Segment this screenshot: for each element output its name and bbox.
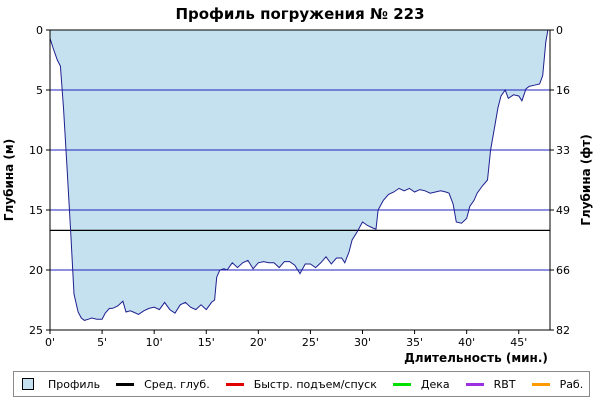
x-tick-label: 40'	[458, 336, 475, 349]
profile-area	[50, 30, 548, 321]
x-axis-title: Длительность (мин.)	[404, 351, 548, 365]
legend-swatch	[225, 382, 244, 386]
plot-area: 0' 5' 10' 15' 20' 25' 30' 35' 40' 45' 0 5 10 15 20 25 0 1…	[29, 24, 570, 349]
legend-swatch	[22, 378, 34, 390]
x-tick-label: 45'	[510, 336, 527, 349]
legend-swatch	[116, 382, 135, 386]
x-tick-label: 20'	[250, 336, 267, 349]
x-tick-label: 35'	[406, 336, 423, 349]
legend-swatch	[531, 382, 550, 386]
y-axis-right-title: Глубина (фт)	[579, 134, 593, 225]
y-left-tick-label: 25	[29, 324, 43, 337]
y-right-tick-label: 33	[556, 144, 570, 157]
y-right-tick-label: 82	[556, 324, 570, 337]
dive-profile-chart: Профиль погружения № 223 0' 5' 10' 15' 20' 25…	[2, 5, 593, 365]
y-axis-left-title: Глубина (м)	[2, 139, 16, 221]
legend-swatch	[465, 382, 484, 386]
x-tick-label: 5'	[97, 336, 107, 349]
x-tick-label: 0'	[45, 336, 55, 349]
chart-title: Профиль погружения № 223	[175, 5, 424, 23]
legend-label: Профиль	[48, 377, 101, 391]
chart-legend: Профиль Сред. глуб. Быстр. подъем/спуск Дек…	[13, 371, 590, 397]
x-tick-label: 15'	[198, 336, 215, 349]
legend-label: Раб.	[559, 377, 584, 391]
legend-item: RBT	[465, 377, 516, 391]
y-left-tick-label: 5	[36, 84, 43, 97]
legend-item: Раб.	[531, 377, 584, 391]
y-left-tick-label: 15	[29, 204, 43, 217]
y-right-tick-label: 66	[556, 264, 570, 277]
y-left-tick-label: 0	[36, 24, 43, 37]
legend-label: Сред. глуб.	[144, 377, 210, 391]
y-right-tick-label: 16	[556, 84, 570, 97]
plot-frame	[49, 29, 551, 331]
profile-line	[49, 29, 549, 321]
legend-item: Сред. глуб.	[116, 378, 210, 391]
y-right-tick-label: 0	[556, 24, 563, 37]
legend-label: Дека	[420, 377, 450, 391]
y-right-tick-label: 49	[556, 204, 570, 217]
x-tick-label: 10'	[146, 336, 163, 349]
legend-label: Быстр. подъем/спуск	[253, 377, 377, 391]
legend-item: Дека	[392, 377, 450, 391]
legend-item: Быстр. подъем/спуск	[225, 377, 377, 391]
legend-label: RBT	[493, 377, 516, 391]
x-tick-label: 30'	[354, 336, 371, 349]
y-left-tick-label: 10	[29, 144, 43, 157]
legend-swatch	[392, 382, 411, 386]
y-left-tick-label: 20	[29, 264, 43, 277]
x-tick-label: 25'	[302, 336, 319, 349]
legend-item: Профиль	[22, 378, 100, 391]
